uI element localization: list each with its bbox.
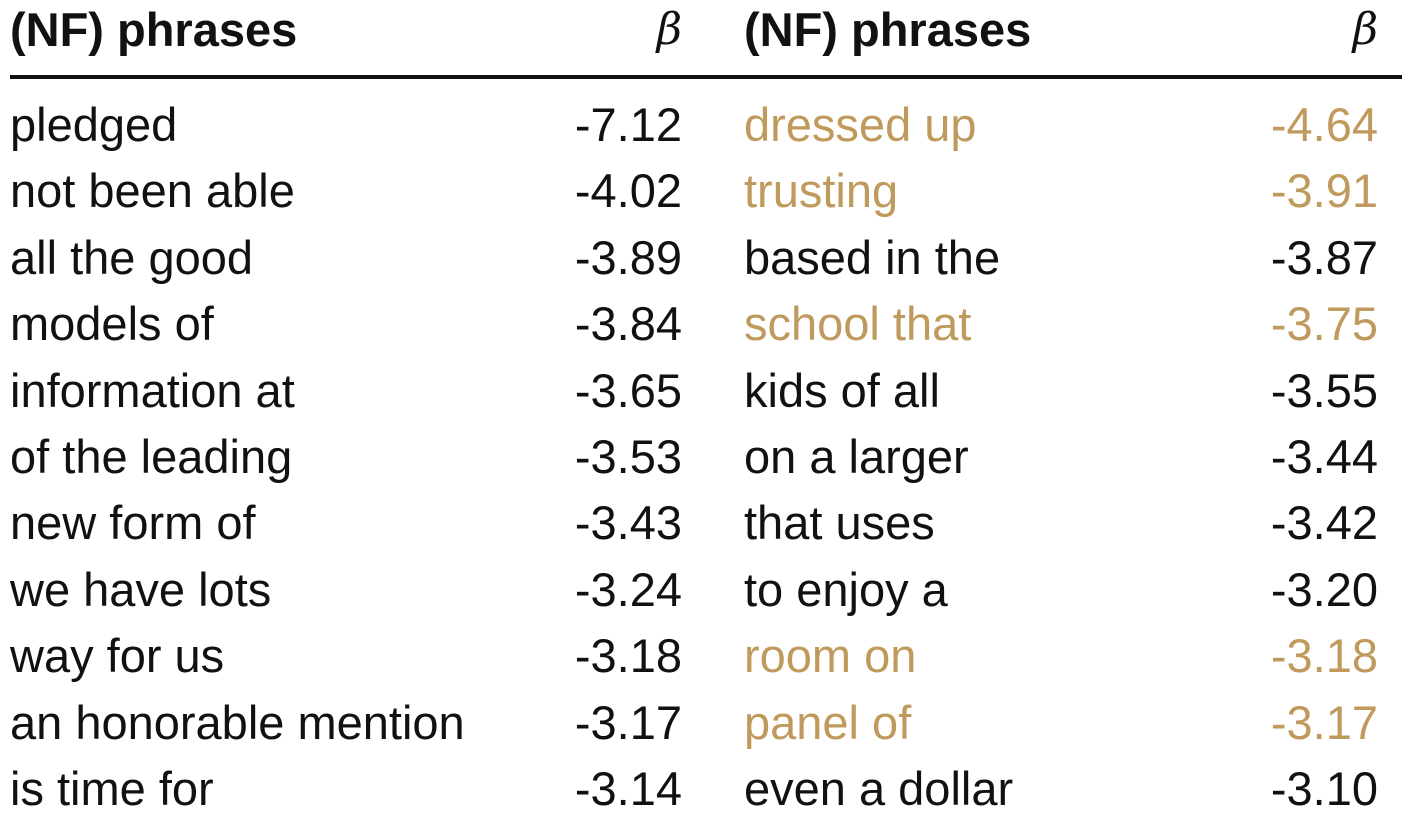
- right-beta-cell: -3.20: [1270, 563, 1378, 616]
- left-phrase-cell: way for us: [10, 629, 225, 682]
- right-phrase-cell: based in the: [744, 231, 1001, 284]
- right-beta-cell: -3.44: [1270, 430, 1378, 483]
- left-beta-cell: -3.53: [574, 430, 682, 483]
- left-phrase-cell: all the good: [10, 231, 254, 284]
- phrase-table: (NF) phrases β (NF) phrases β pledged -7.…: [10, 0, 1402, 820]
- right-beta-cell: -3.87: [1270, 231, 1378, 284]
- right-phrase-cell: kids of all: [744, 364, 940, 417]
- right-phrase-cell: school that: [744, 297, 972, 350]
- left-beta-cell: -3.84: [574, 297, 682, 350]
- right-phrase-cell: panel of: [744, 696, 912, 749]
- left-phrase-cell: new form of: [10, 496, 256, 549]
- right-beta-cell: -3.42: [1270, 496, 1378, 549]
- left-beta-cell: -4.02: [574, 164, 682, 217]
- left-beta-cell: -3.24: [574, 563, 682, 616]
- header-rule: [10, 75, 1402, 79]
- left-phrase-cell: information at: [10, 364, 295, 417]
- right-beta-header: β: [1352, 4, 1378, 55]
- right-phrase-cell: to enjoy a: [744, 563, 948, 616]
- left-phrase-cell: models of: [10, 297, 214, 350]
- left-phrase-cell: of the leading: [10, 430, 293, 483]
- right-beta-cell: -3.10: [1270, 762, 1378, 815]
- right-beta-cell: -3.75: [1270, 297, 1378, 350]
- right-phrases-header: (NF) phrases: [744, 3, 1032, 56]
- right-phrase-cell: that uses: [744, 496, 935, 549]
- left-beta-cell: -3.18: [574, 629, 682, 682]
- left-beta-cell: -3.17: [574, 696, 682, 749]
- left-beta-header: β: [656, 4, 682, 55]
- left-beta-cell: -7.12: [574, 98, 682, 151]
- left-beta-cell: -3.43: [574, 496, 682, 549]
- right-beta-cell: -4.64: [1270, 98, 1378, 151]
- right-phrase-cell: trusting: [744, 164, 899, 217]
- left-beta-cell: -3.65: [574, 364, 682, 417]
- left-phrase-cell: an honorable mention: [10, 696, 465, 749]
- left-phrases-header: (NF) phrases: [10, 3, 298, 56]
- left-phrase-cell: is time for: [10, 762, 214, 815]
- right-beta-cell: -3.91: [1270, 164, 1378, 217]
- left-beta-cell: -3.89: [574, 231, 682, 284]
- right-beta-cell: -3.55: [1270, 364, 1378, 417]
- left-phrase-cell: not been able: [10, 164, 295, 217]
- right-beta-cell: -3.17: [1270, 696, 1378, 749]
- left-phrase-cell: we have lots: [10, 563, 272, 616]
- right-phrase-cell: on a larger: [744, 430, 969, 483]
- left-beta-cell: -3.14: [574, 762, 682, 815]
- right-phrase-cell: dressed up: [744, 98, 977, 151]
- right-phrase-cell: even a dollar: [744, 762, 1014, 815]
- left-phrase-cell: pledged: [10, 98, 178, 151]
- right-beta-cell: -3.18: [1270, 629, 1378, 682]
- right-phrase-cell: room on: [744, 629, 917, 682]
